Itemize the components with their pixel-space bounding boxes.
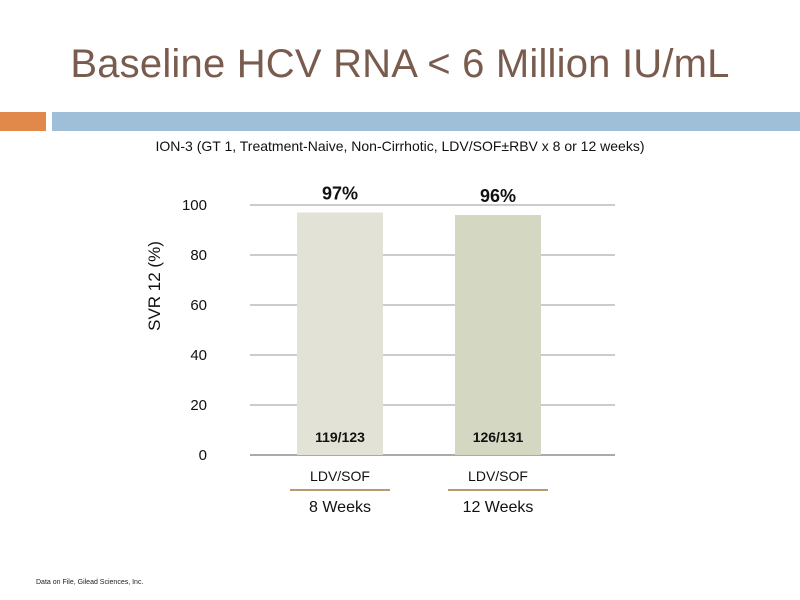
- bar: [297, 212, 383, 455]
- bar: [455, 215, 541, 455]
- accent-bar-orange: [0, 112, 46, 131]
- y-tick-label: 40: [190, 347, 207, 364]
- footnote: Data on File, Gilead Sciences, Inc.: [36, 579, 144, 586]
- data-label: 97%: [322, 184, 358, 204]
- count-label: 126/131: [473, 429, 524, 445]
- count-label: 119/123: [315, 429, 365, 445]
- x-tick-label: LDV/SOF: [310, 468, 370, 484]
- group-label: 12 Weeks: [463, 499, 534, 516]
- accent-bar-blue: [52, 112, 800, 131]
- x-tick-label: LDV/SOF: [468, 468, 528, 484]
- chart-subtitle: ION-3 (GT 1, Treatment-Naive, Non-Cirrho…: [155, 138, 645, 154]
- data-label: 96%: [480, 186, 516, 206]
- slide-title: Baseline HCV RNA < 6 Million IU/mL: [70, 42, 730, 86]
- y-tick-label: 60: [190, 297, 207, 314]
- y-tick-label: 20: [190, 397, 207, 414]
- y-tick-label: 0: [199, 447, 207, 464]
- group-label: 8 Weeks: [309, 499, 371, 516]
- y-axis-label: SVR 12 (%): [145, 241, 164, 331]
- y-tick-label: 80: [190, 247, 207, 264]
- y-tick-label: 100: [182, 197, 207, 214]
